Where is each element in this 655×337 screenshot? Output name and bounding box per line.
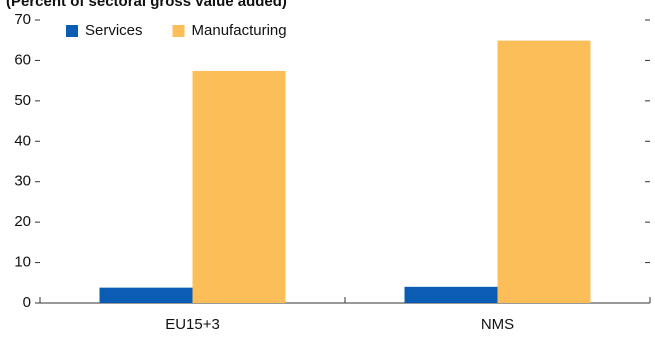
- chart-subtitle: (Percent of sectoral gross value added): [6, 0, 287, 10]
- bar: [99, 287, 193, 303]
- y-tick-label: 70: [14, 11, 31, 28]
- legend-label: Manufacturing: [192, 22, 287, 39]
- legend-label: Services: [85, 22, 143, 39]
- x-tick-label: EU15+3: [165, 316, 220, 333]
- y-tick-label: 60: [14, 51, 31, 68]
- legend-swatch: [66, 25, 78, 37]
- y-tick-label: 0: [23, 294, 31, 311]
- y-tick-label: 10: [14, 254, 31, 271]
- bar: [497, 40, 591, 304]
- bar: [192, 70, 286, 303]
- legend-swatch: [172, 25, 185, 37]
- y-tick-label: 20: [14, 213, 31, 230]
- x-tick-label: NMS: [481, 316, 514, 333]
- bar: [404, 286, 498, 303]
- y-tick-label: 40: [14, 132, 31, 149]
- y-tick-label: 30: [14, 173, 31, 190]
- y-tick-label: 50: [14, 92, 31, 109]
